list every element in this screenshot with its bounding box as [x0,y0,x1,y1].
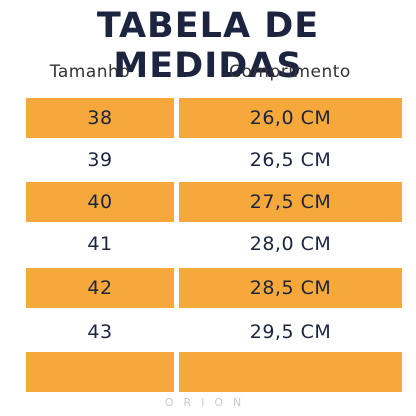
size-cell: 43 [87,321,113,343]
table-row: 40 27,5 CM [0,182,416,222]
length-cell [179,352,402,392]
header-size: Tamanho [49,62,131,82]
table-row: 43 29,5 CM [0,312,416,352]
size-cell: 40 [26,182,174,222]
table-row: 41 28,0 CM [0,224,416,264]
length-cell: 27,5 CM [179,182,402,222]
brand-watermark: ORION [164,396,252,409]
length-cell: 29,5 CM [249,321,332,343]
table-row: 39 26,5 CM [0,140,416,180]
length-cell: 26,0 CM [179,98,402,138]
size-cell [26,352,174,392]
length-cell: 28,5 CM [179,268,402,308]
length-cell: 26,5 CM [249,149,332,171]
table-row: 38 26,0 CM [0,98,416,138]
length-cell: 28,0 CM [249,233,332,255]
size-cell: 42 [26,268,174,308]
size-cell: 41 [87,233,113,255]
header-length: Comprimento [229,62,351,82]
table-row [0,352,416,392]
table-row: 42 28,5 CM [0,268,416,308]
size-cell: 39 [87,149,113,171]
size-cell: 38 [26,98,174,138]
page-title: TABELA DE MEDIDAS [96,6,320,86]
